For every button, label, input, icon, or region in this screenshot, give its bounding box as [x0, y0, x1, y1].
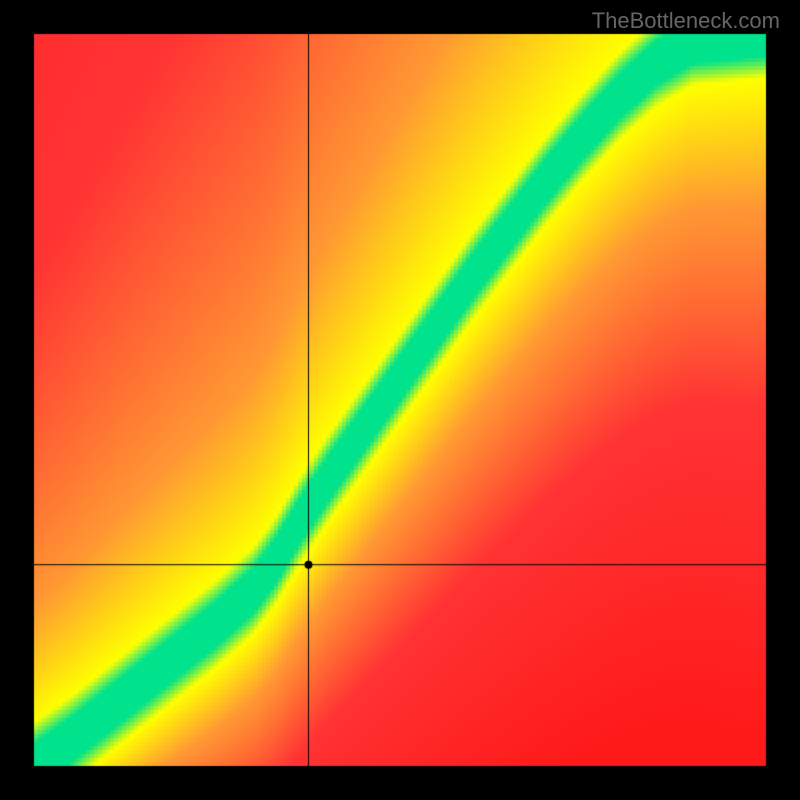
bottleneck-heatmap-chart	[0, 0, 800, 800]
heatmap-canvas	[0, 0, 800, 800]
watermark-text: TheBottleneck.com	[592, 8, 780, 34]
